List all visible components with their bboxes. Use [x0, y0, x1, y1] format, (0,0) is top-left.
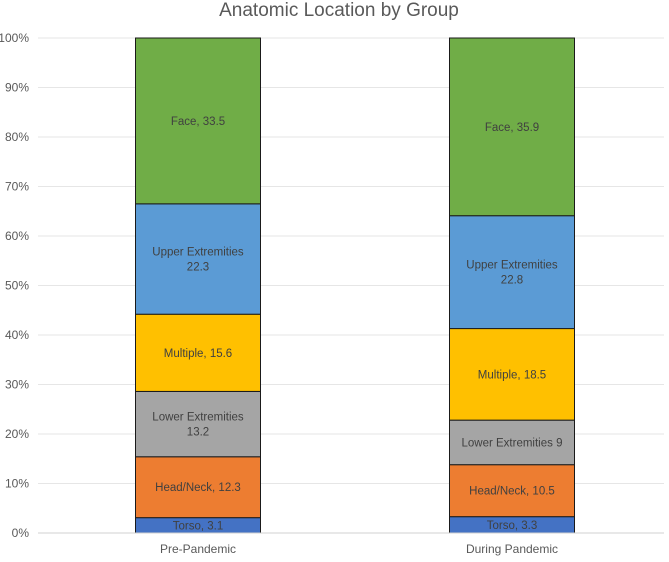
y-tick-label: 90% [5, 81, 29, 95]
bar-segments [135, 37, 575, 534]
data-label-head-neck: Head/Neck, 12.3 [155, 482, 241, 494]
y-tick-label: 80% [5, 130, 29, 144]
data-label-lower-extremities: Lower Extremities [152, 412, 244, 424]
data-label-torso: Torso, 3.1 [173, 520, 224, 532]
data-label-face: Face, 35.9 [485, 122, 539, 134]
data-label-upper-extremities: 22.8 [501, 275, 523, 287]
y-tick-label: 60% [5, 229, 29, 243]
data-label-face: Face, 33.5 [171, 116, 225, 128]
bar-segment-multiple [449, 328, 575, 421]
bar-segment-head-neck [449, 464, 575, 518]
segment-data-labels: Torso, 3.1 Head/Neck, 12.3 Lower Extremiti… [152, 116, 562, 532]
bar-segment-upper-extremities [135, 203, 261, 315]
x-category-label: During Pandemic [466, 542, 558, 556]
y-axis-tick-labels: 0% 10% 20% 30% 40% 50% 60% 70% 80% 90% 100% [0, 31, 29, 540]
bar-segment-face [135, 37, 261, 205]
data-label-lower-extremities: 13.2 [187, 427, 209, 439]
y-tick-label: 30% [5, 378, 29, 392]
bar-segment-face [449, 37, 575, 217]
bar-segment-upper-extremities [449, 215, 575, 330]
bar-segment-lower-extremities [135, 390, 261, 458]
y-tick-label: 20% [5, 427, 29, 441]
data-label-head-neck: Head/Neck, 10.5 [469, 486, 555, 498]
x-category-label: Pre-Pandemic [160, 542, 236, 556]
data-label-multiple: Multiple, 15.6 [164, 348, 232, 360]
x-axis: Pre-Pandemic During Pandemic [38, 532, 664, 556]
bar-segment-multiple [135, 313, 261, 392]
data-label-torso: Torso, 3.3 [487, 520, 538, 532]
data-label-upper-extremities: Upper Extremities [466, 260, 558, 272]
data-label-upper-extremities: 22.3 [187, 262, 209, 274]
data-label-upper-extremities: Upper Extremities [152, 247, 244, 259]
y-tick-label: 10% [5, 477, 29, 491]
y-tick-label: 50% [5, 279, 29, 293]
chart-title: Anatomic Location by Group [219, 0, 459, 21]
y-tick-label: 40% [5, 328, 29, 342]
y-tick-label: 70% [5, 180, 29, 194]
data-label-multiple: Multiple, 18.5 [478, 369, 546, 381]
y-tick-label: 0% [12, 526, 30, 540]
bar-segment-head-neck [135, 456, 261, 519]
y-tick-label: 100% [0, 31, 29, 45]
data-label-lower-extremities: Lower Extremities 9 [462, 437, 563, 449]
